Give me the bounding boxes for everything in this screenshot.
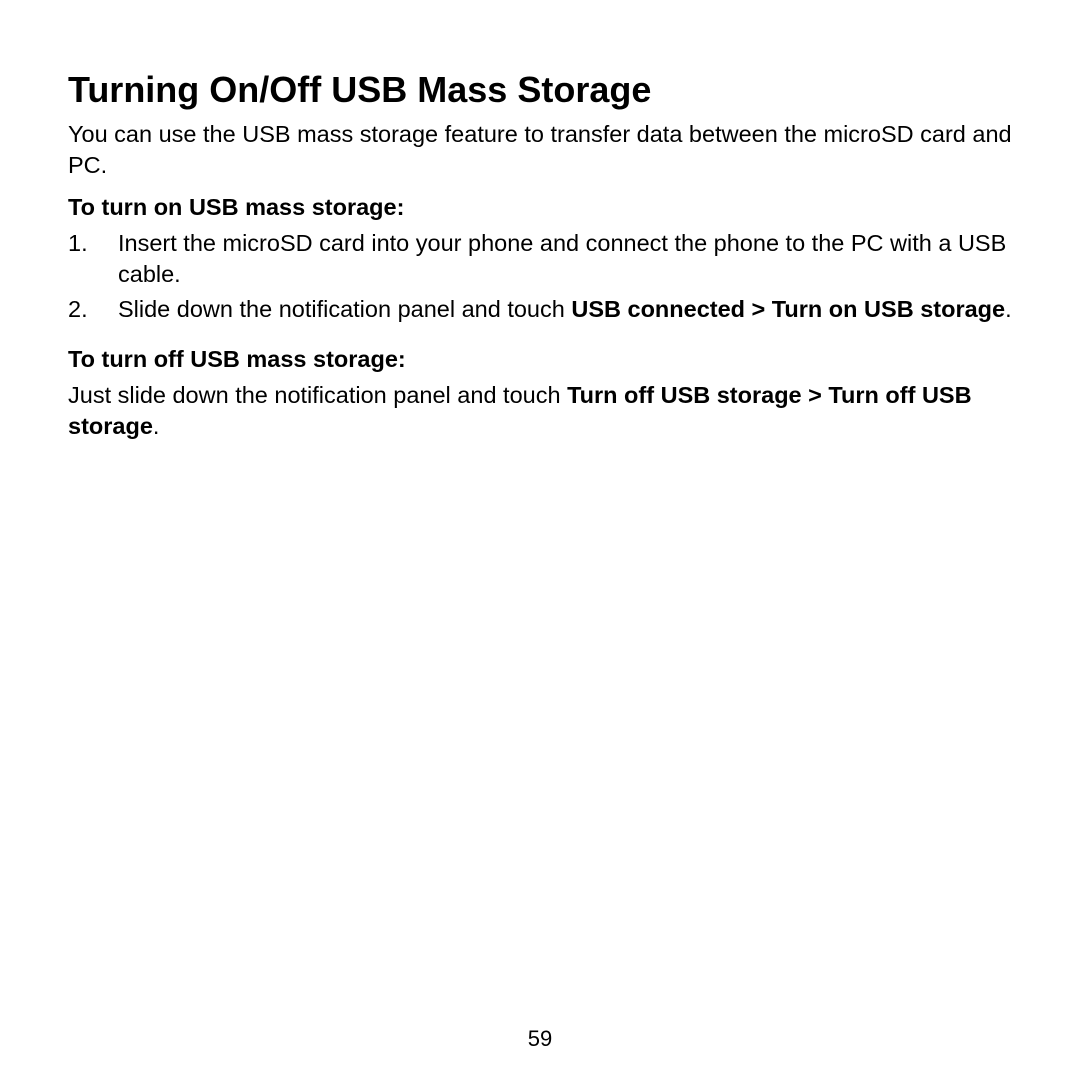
list-item: Slide down the notification panel and to… [68, 294, 1012, 325]
off-text-after: . [153, 413, 160, 439]
step-text-after: . [1005, 296, 1012, 322]
section-on-title: To turn on USB mass storage: [68, 191, 1012, 224]
turn-off-paragraph: Just slide down the notification panel a… [68, 380, 1012, 442]
section-off-title: To turn off USB mass storage: [68, 343, 1012, 376]
document-page: Turning On/Off USB Mass Storage You can … [0, 0, 1080, 442]
step-text-bold: USB connected > Turn on USB storage [571, 296, 1005, 322]
turn-on-steps-list: Insert the microSD card into your phone … [68, 228, 1012, 325]
step-text-before: Insert the microSD card into your phone … [118, 230, 1006, 287]
page-number: 59 [0, 1026, 1080, 1052]
step-text-before: Slide down the notification panel and to… [118, 296, 571, 322]
page-heading: Turning On/Off USB Mass Storage [68, 68, 1012, 111]
off-text-before: Just slide down the notification panel a… [68, 382, 567, 408]
list-item: Insert the microSD card into your phone … [68, 228, 1012, 290]
intro-paragraph: You can use the USB mass storage feature… [68, 119, 1012, 181]
